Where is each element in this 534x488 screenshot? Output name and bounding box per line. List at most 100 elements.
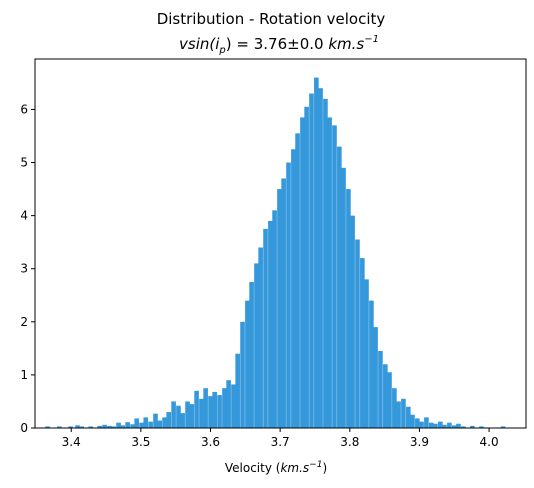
y-tick-label: 2 [20,315,28,329]
histogram-bar [194,390,199,428]
histogram-bar [415,418,420,428]
histogram-bar [245,300,250,428]
histogram-bar [120,425,126,428]
histogram-bar [222,388,227,428]
histogram-bar [57,426,62,428]
histogram-bar [327,117,332,429]
histogram-bar [304,106,309,428]
histogram-bar [318,88,323,428]
histogram-bar [387,372,392,428]
histogram-bar [447,422,452,428]
x-axis-label: Velocity (km.s−1) [225,460,327,475]
histogram-bar [479,426,484,428]
histogram-bar [203,388,208,428]
y-tick-label: 5 [20,156,28,170]
histogram-bar [314,77,319,428]
histogram-bar [461,426,466,428]
histogram-bar [291,149,296,428]
histogram-bar [332,125,337,429]
histogram-bars [45,77,506,429]
chart-title-line1: Distribution - Rotation velocity [157,10,386,28]
histogram-bar [212,391,217,428]
histogram-bar [369,300,374,428]
histogram-bar [111,426,116,428]
histogram-bar [79,426,84,428]
histogram-bar [406,406,411,428]
histogram-bar [442,424,447,428]
x-tick-label: 3.6 [201,435,220,449]
x-axis-ticks: 3.4 3.5 3.6 3.7 3.8 3.9 4.0 [62,428,499,449]
histogram-bar [433,423,438,428]
histogram-bar [428,422,434,428]
histogram-bar [346,189,351,428]
x-tick-label: 3.5 [131,435,150,449]
histogram-bar [438,421,443,428]
histogram-bar [235,353,240,428]
histogram-bar [153,413,158,428]
histogram-bar [419,421,424,428]
histogram-bar [300,117,305,429]
histogram-bar [350,215,355,428]
histogram-bar [341,167,346,428]
histogram-bar [199,398,204,428]
histogram-bar [231,384,236,428]
histogram-bar [45,426,50,428]
histogram-bar [373,327,378,428]
histogram-bar [254,263,259,428]
histogram-bar [130,424,135,428]
x-tick-label: 3.9 [410,435,429,449]
y-tick-label: 1 [20,368,28,382]
histogram-bar [68,426,73,428]
histogram-bar [360,258,365,428]
y-tick-label: 0 [20,421,28,435]
plot-area-frame [34,58,527,429]
histogram-bar [309,93,314,428]
histogram-bar [258,247,263,428]
histogram-bar [392,388,397,428]
histogram-bar [295,133,300,428]
histogram-bar [88,426,94,428]
x-tick-label: 3.4 [62,435,81,449]
histogram-bar [166,412,172,428]
histogram-bar [263,228,268,428]
histogram-bar [249,281,254,428]
histogram-bar [180,413,185,428]
histogram-bar [148,421,153,428]
histogram-bar [208,396,213,428]
histogram-bar [396,401,401,428]
histogram-bar [97,425,103,428]
histogram-bar [281,178,286,428]
histogram-bar [378,351,383,428]
histogram-bar [355,239,360,428]
histogram-bar [107,425,112,428]
x-tick-label: 3.7 [271,435,290,449]
histogram-bar [116,422,121,428]
histogram-bar [470,425,475,428]
histogram-bar [176,405,181,428]
histogram-bar [364,279,369,428]
histogram-bar [134,418,139,428]
x-tick-label: 3.8 [340,435,359,449]
histogram-bar [240,321,245,428]
histogram-bar [185,401,190,428]
histogram-bar [171,401,176,428]
x-tick-label: 4.0 [480,435,499,449]
y-tick-label: 4 [20,209,28,223]
histogram-bar [424,417,429,428]
histogram-bar [75,425,80,428]
histogram-bar [217,395,222,428]
histogram-bar [401,398,406,428]
histogram-bar [162,417,167,428]
histogram-bar [272,210,277,428]
histogram-bar [500,426,506,428]
histogram-bar [410,414,415,428]
y-tick-label: 3 [20,262,28,276]
histogram-bar [286,162,291,428]
histogram-bar [451,425,457,428]
histogram-bar [268,220,273,428]
histogram-bar [226,380,231,428]
histogram-bar [125,422,130,428]
chart-title-line2: vsin(ip) = 3.76±0.0 km.s−1 [179,34,379,56]
histogram-bar [139,422,144,428]
